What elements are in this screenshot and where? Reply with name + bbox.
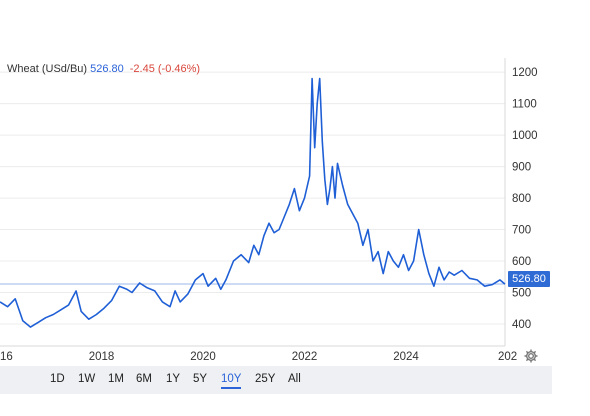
price-series-line — [0, 77, 506, 328]
y-tick-label: 800 — [512, 193, 531, 205]
x-tick-label: 2020 — [190, 351, 216, 363]
range-button-1d[interactable]: 1D — [50, 373, 65, 385]
last-price: 526.80 — [90, 63, 124, 75]
x-tick-label: 202 — [498, 351, 517, 363]
price-change: -2.45 (-0.46%) — [129, 63, 201, 75]
range-button-1w[interactable]: 1W — [78, 373, 96, 385]
x-tick-label: 2018 — [89, 351, 115, 363]
y-tick-label: 400 — [512, 319, 531, 331]
y-tick-label: 1100 — [512, 99, 537, 111]
y-tick-label: 600 — [512, 256, 531, 268]
x-tick-label: 2016 — [0, 351, 13, 363]
y-tick-label: 900 — [512, 162, 531, 174]
y-tick-label: 1000 — [512, 130, 538, 142]
range-button-all[interactable]: All — [288, 373, 301, 385]
last-price-badge: 526.80 — [508, 271, 550, 287]
range-button-6m[interactable]: 6M — [136, 373, 152, 385]
gear-icon[interactable] — [523, 348, 539, 364]
x-tick-label: 2024 — [393, 351, 419, 363]
range-button-1m[interactable]: 1M — [108, 373, 124, 385]
chart-legend: Wheat (USd/Bu) 526.80 -2.45 (-0.46%) — [7, 63, 200, 75]
range-button-5y[interactable]: 5Y — [193, 373, 208, 385]
range-button-10y[interactable]: 10Y — [221, 373, 242, 389]
range-selector: 1D 1W 1M 6M 1Y 5Y 10Y 25Y All — [0, 366, 552, 394]
range-button-25y[interactable]: 25Y — [255, 373, 276, 385]
range-button-1y[interactable]: 1Y — [166, 373, 181, 385]
instrument-name: Wheat (USd/Bu) — [7, 63, 88, 75]
x-tick-label: 2022 — [292, 351, 318, 363]
y-tick-label: 500 — [512, 287, 531, 299]
y-tick-label: 1200 — [512, 67, 538, 79]
y-tick-label: 700 — [512, 225, 531, 237]
